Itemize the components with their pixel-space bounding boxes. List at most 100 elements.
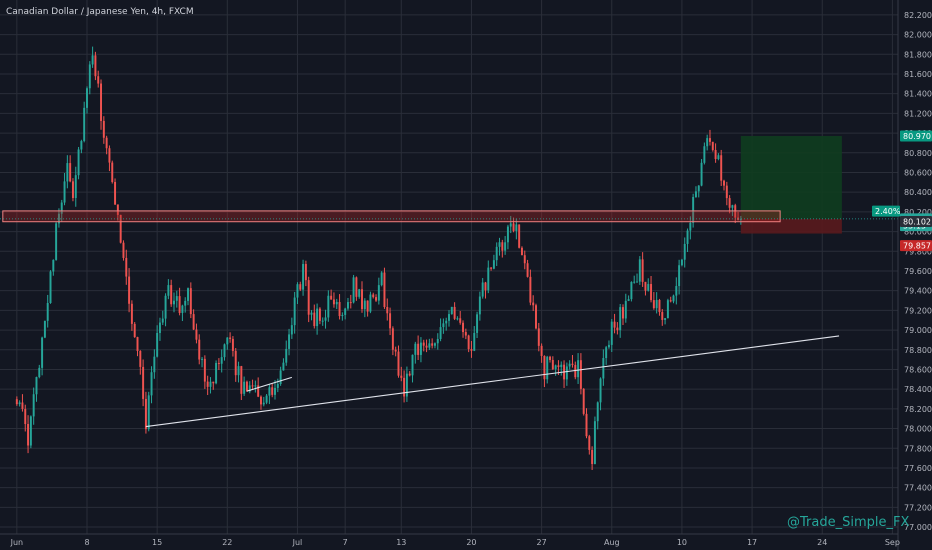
candle-up [436,338,439,344]
x-tick-label: Jun [10,538,24,547]
candle-down [245,381,248,392]
candle-up [302,264,305,290]
candle-down [711,141,714,150]
candle-down [616,327,619,331]
candle-down [361,289,363,310]
candle-down [383,272,386,308]
y-tick-label: 79.400 [904,287,932,296]
candle-up [476,314,479,333]
candle-up [344,308,347,315]
y-tick-label: 78.400 [904,385,932,394]
x-tick-label: 17 [747,538,757,547]
candle-up [77,149,80,176]
candle-up [509,223,512,227]
candle-down [518,224,521,248]
candle-up [602,358,605,379]
candle-down [119,214,122,243]
x-tick-label: 8 [84,538,89,547]
candle-down [133,323,136,338]
candle-up [276,384,279,388]
candle-up [607,344,610,348]
candle-up [369,294,372,312]
candle-up [554,365,557,370]
candle-up [346,302,349,309]
candle-up [254,385,257,387]
price-axis-bg [898,0,932,550]
candle-down [535,305,537,329]
price-axis[interactable]: 77.000 77.200 77.400 77.600 77.800 78.000 78.2… [897,0,932,550]
trendline [145,335,840,428]
y-tick-label: 77.000 [904,523,932,532]
y-tick-label: 79.000 [904,326,932,335]
candle-down [257,385,260,397]
candle-up [341,314,344,317]
candle-up [358,289,361,297]
x-tick-label: 24 [817,538,827,547]
time-axis[interactable]: Jun 8 15 22 Jul 7 13 20 27 Aug 10 17 24 Sep [0,533,900,547]
candle-down [240,366,243,394]
candle-down [259,396,262,405]
candle-down [15,399,18,405]
candle-up [700,162,703,186]
candle-down [271,387,274,395]
candle-up [290,325,293,335]
candle-down [397,351,400,376]
y-tick-label: 77.800 [904,444,932,453]
candle-down [299,284,302,290]
candle-up [731,205,734,208]
candle-down [644,281,647,291]
candle-down [394,349,397,352]
candle-down [307,280,310,315]
candle-up [57,213,60,224]
candle-up [405,373,408,397]
candle-down [422,342,425,346]
y-tick-label: 80.600 [904,168,932,177]
candle-down [523,255,526,264]
candle-up [335,301,338,305]
price-tag-bg [900,216,932,228]
candle-up [29,416,32,446]
x-tick-label: 10 [677,538,687,547]
candle-up [694,191,697,198]
candle-up [88,64,91,89]
y-tick-label: 80.400 [904,188,932,197]
candle-up [593,421,596,464]
candle-down [217,362,220,364]
candle-down [453,306,456,319]
candle-up [577,360,580,378]
y-tick-label: 79.200 [904,306,932,315]
candle-up [279,370,282,385]
candle-up [49,271,52,303]
candle-up [450,306,453,315]
y-tick-label: 82.000 [904,31,932,40]
candle-up [706,138,709,147]
candle-up [324,317,327,321]
candle-up [226,337,229,345]
price-tag: 2.40% [872,205,901,217]
candle-up [504,242,507,251]
candle-down [714,149,717,160]
candle-up [478,296,481,315]
candle-up [181,305,184,313]
candle-down [470,349,473,351]
y-tick-label: 82.200 [904,11,932,20]
candle-up [692,197,695,223]
candle-down [512,223,515,231]
candle-up [647,284,650,291]
candle-down [136,337,139,351]
candle-down [537,328,540,346]
candle-down [708,138,711,142]
candle-down [579,360,582,389]
zones [740,136,842,234]
price-tag: 80.102 [900,216,932,228]
resistance-zone [2,210,781,223]
candle-up [568,363,571,367]
candle-up [316,308,319,327]
candle-up [285,348,288,363]
x-tick-label: 22 [222,538,232,547]
x-tick-label: Jul [292,538,303,547]
candle-down [490,267,493,269]
